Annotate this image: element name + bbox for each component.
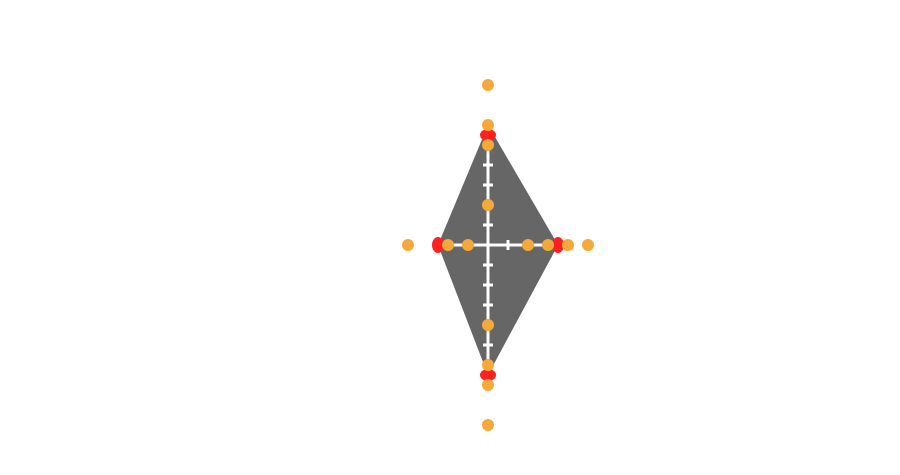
- plotted-point: [482, 319, 494, 331]
- plotted-point: [482, 379, 494, 391]
- plotted-point: [482, 419, 494, 431]
- vertex-marker: [432, 237, 444, 253]
- plotted-point: [542, 239, 554, 251]
- vertex-markers: [432, 129, 564, 381]
- plotted-point: [562, 239, 574, 251]
- rhombus-shape: [438, 125, 558, 375]
- plotted-point: [482, 79, 494, 91]
- plotted-point: [482, 119, 494, 131]
- plotted-point: [402, 239, 414, 251]
- vertex-marker: [552, 237, 564, 253]
- plotted-point: [462, 239, 474, 251]
- vertex-marker: [480, 369, 496, 381]
- plotted-point: [482, 359, 494, 371]
- plotted-point: [522, 239, 534, 251]
- vertex-marker: [480, 129, 496, 141]
- plotted-point: [482, 139, 494, 151]
- plotted-point: [442, 239, 454, 251]
- plotted-point: [482, 199, 494, 211]
- plotted-point: [582, 239, 594, 251]
- plotted-points: [402, 79, 594, 431]
